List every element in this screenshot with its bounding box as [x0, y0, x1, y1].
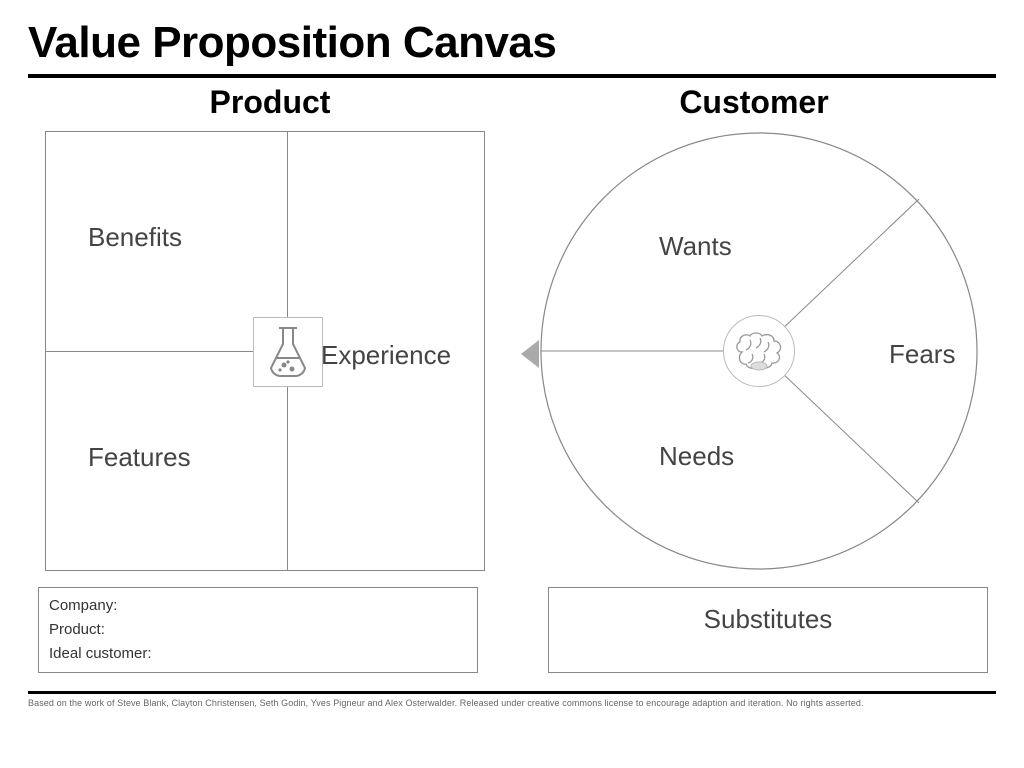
experience-label: Experience [321, 340, 451, 371]
brain-icon [732, 330, 786, 372]
product-column-header: Product [28, 84, 512, 121]
fears-label: Fears [889, 339, 955, 370]
bottom-row: Company: Product: Ideal customer: Substi… [28, 587, 996, 673]
footer-divider [28, 691, 996, 694]
flask-icon [266, 326, 310, 378]
wants-label: Wants [659, 231, 732, 262]
footer-attribution: Based on the work of Steve Blank, Clayto… [28, 698, 996, 708]
needs-label: Needs [659, 441, 734, 472]
title-divider [28, 74, 996, 78]
company-field-label: Company: [49, 594, 467, 618]
substitutes-box: Substitutes [548, 587, 988, 673]
brain-icon-circle [723, 315, 795, 387]
customer-side: Wants Fears Needs [522, 131, 996, 571]
ideal-customer-field-label: Ideal customer: [49, 642, 467, 666]
canvas-page: Value Proposition Canvas Product Custome… [0, 0, 1024, 768]
flask-icon-box [253, 317, 323, 387]
customer-column-header: Customer [512, 84, 996, 121]
product-side: Benefits Features Experience [28, 131, 502, 571]
product-horizontal-divider [46, 351, 287, 352]
canvas-row: Benefits Features Experience [28, 131, 996, 571]
product-field-label: Product: [49, 618, 467, 642]
info-box: Company: Product: Ideal customer: [38, 587, 478, 673]
column-headers: Product Customer [28, 84, 996, 121]
benefits-label: Benefits [88, 222, 182, 253]
page-title: Value Proposition Canvas [28, 18, 996, 68]
product-square: Benefits Features Experience [45, 131, 485, 571]
arrow-pointer-icon [521, 340, 539, 368]
customer-circle-wrap: Wants Fears Needs [539, 131, 979, 571]
features-label: Features [88, 442, 191, 473]
